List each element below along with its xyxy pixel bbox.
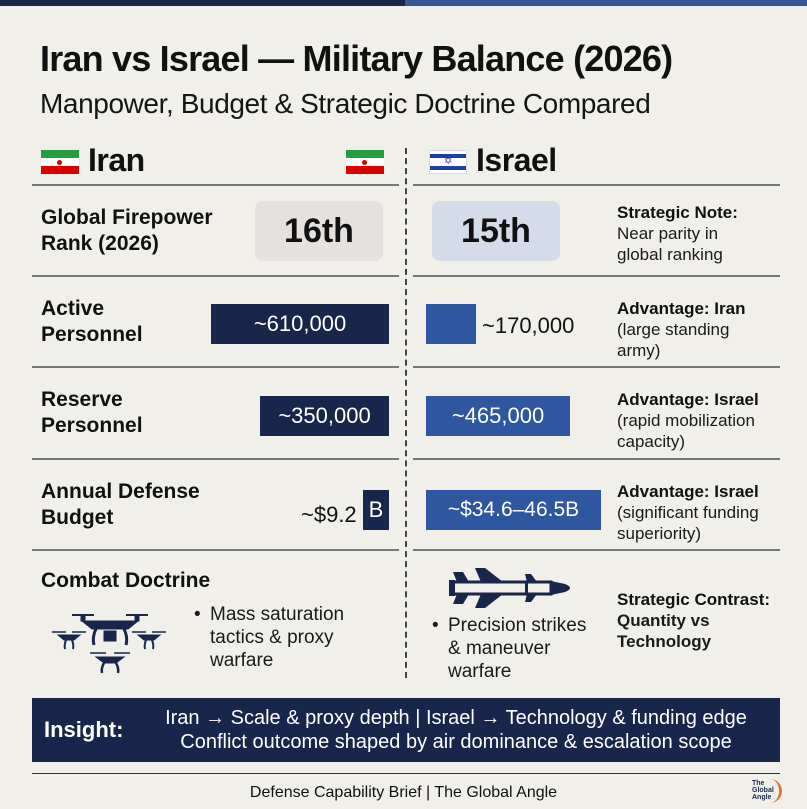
missile-icon (449, 568, 570, 608)
divider (413, 184, 780, 186)
iran-rank-badge: 16th (255, 201, 383, 261)
iran-flag-icon (346, 150, 384, 174)
divider (32, 458, 399, 460)
israel-active-value: ~170,000 (482, 313, 575, 338)
iran-heading: Iran (88, 142, 145, 178)
iran-budget-bar: B (363, 490, 389, 530)
center-divider (405, 148, 407, 678)
combat-doctrine-label: Combat Doctrine (41, 569, 211, 592)
divider (413, 275, 780, 277)
divider (32, 366, 399, 368)
rank-note: Strategic Note: Near parity in global ra… (617, 203, 738, 264)
page-title: Iran vs Israel — Military Balance (2026) (40, 38, 673, 79)
divider (413, 458, 780, 460)
israel-flag-icon: ✡ (429, 150, 467, 174)
israel-budget-bar: ~$34.6–46.5B (426, 490, 601, 530)
footer-divider (32, 773, 780, 774)
divider (413, 549, 780, 551)
divider (32, 275, 399, 277)
israel-rank-badge: 15th (432, 201, 560, 261)
divider (413, 366, 780, 368)
insight-text: Iran → Scale & proxy depth | Israel → Te… (165, 707, 747, 753)
doctrine-note: Strategic Contrast: Quantity vs Technolo… (617, 590, 771, 651)
israel-active-bar (426, 304, 476, 344)
defense-budget-label: Annual Defense Budget (41, 480, 200, 529)
insight-label: Insight: (44, 717, 124, 742)
iran-budget-value: ~$9.2 (301, 502, 357, 527)
insight-banner: Insight: Iran → Scale & proxy depth | Is… (32, 698, 780, 762)
israel-heading: Israel (476, 142, 557, 178)
logo-arc-icon (770, 779, 782, 803)
israel-doctrine-text: Precision strikes & maneuver warfare (432, 614, 586, 683)
divider (32, 549, 399, 551)
top-accent-bar (0, 0, 807, 6)
rank-label: Global Firepower Rank (2026) (41, 206, 213, 255)
drone-swarm-icon (52, 614, 166, 674)
footer-text: Defense Capability Brief | The Global An… (249, 784, 558, 801)
iran-reserve-bar: ~350,000 (260, 396, 389, 436)
reserve-personnel-label: Reserve Personnel (41, 388, 143, 437)
global-angle-logo: The Global Angle (752, 780, 774, 801)
reserve-note: Advantage: Israel (rapid mobilization ca… (617, 390, 759, 451)
iran-doctrine-text: Mass saturation tactics & proxy warfare (194, 603, 344, 672)
divider (32, 184, 399, 186)
iran-flag-icon (41, 150, 79, 174)
israel-reserve-bar: ~465,000 (426, 396, 570, 436)
page-subtitle: Manpower, Budget & Strategic Doctrine Co… (40, 88, 651, 119)
active-note: Advantage: Iran (large standing army) (617, 299, 746, 360)
active-personnel-label: Active Personnel (41, 297, 143, 346)
budget-note: Advantage: Israel (significant funding s… (617, 482, 759, 543)
iran-active-bar: ~610,000 (211, 304, 389, 344)
